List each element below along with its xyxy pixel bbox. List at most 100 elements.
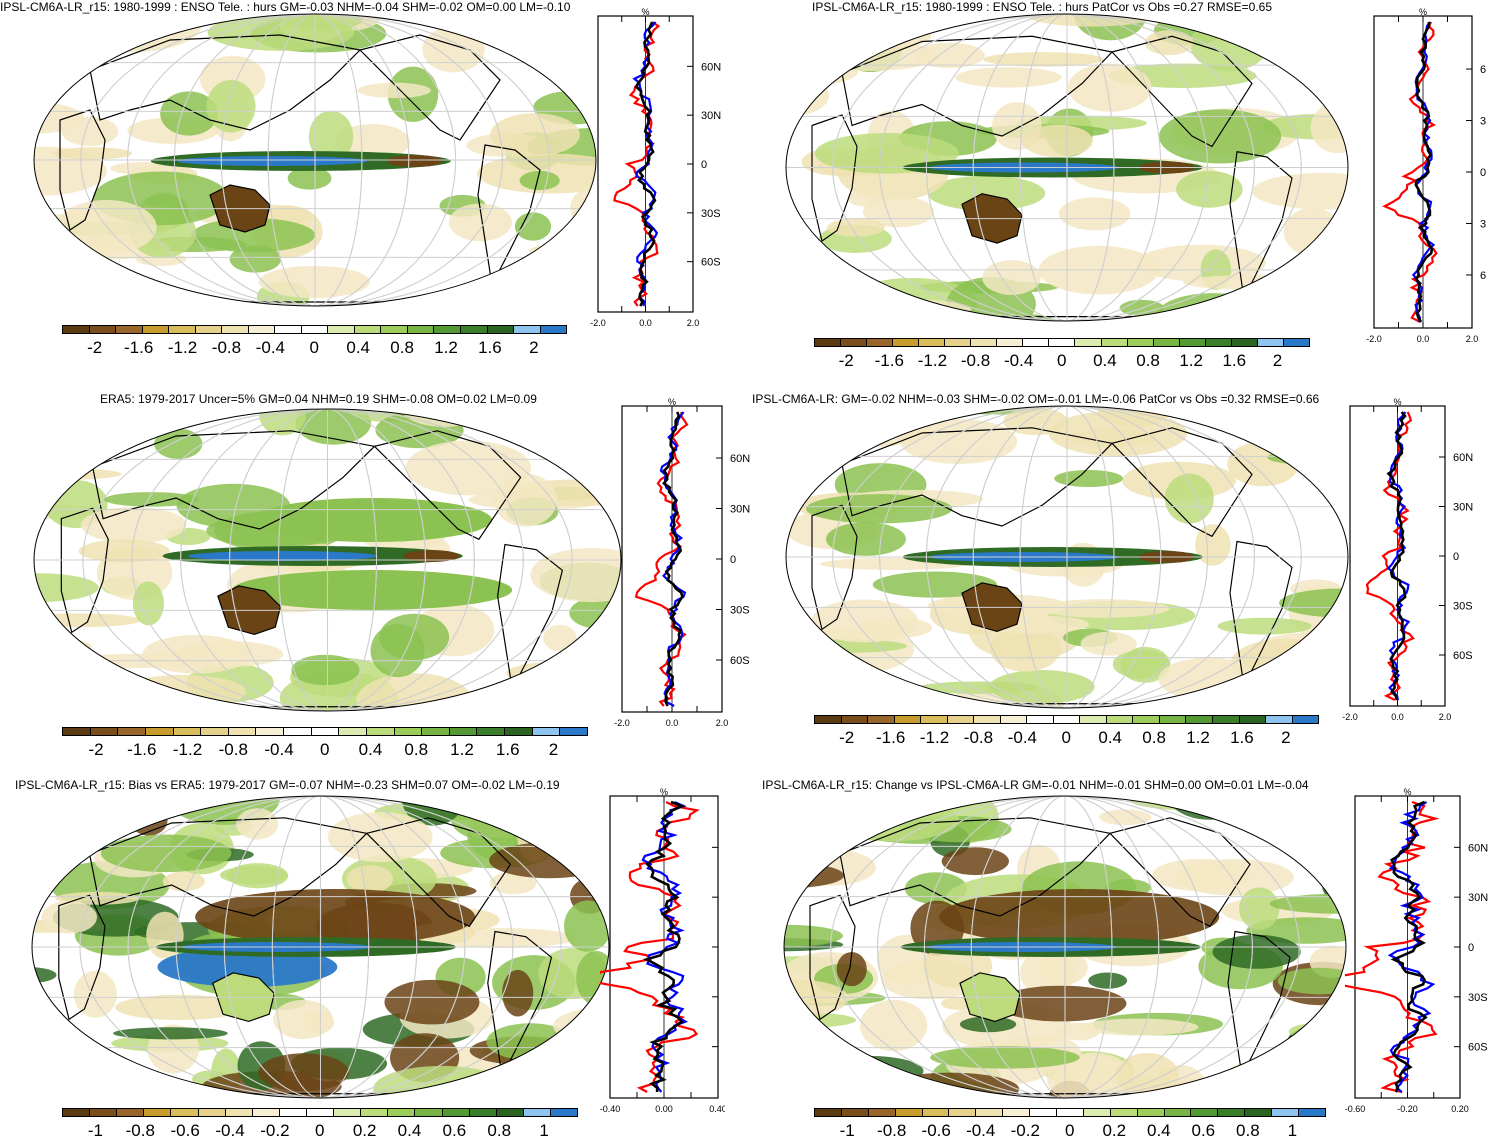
colorbar-swatch xyxy=(841,1109,869,1116)
field-patch xyxy=(1080,631,1137,656)
field-patch xyxy=(982,260,1041,295)
field-patch xyxy=(784,796,877,833)
field-patch xyxy=(1098,809,1152,826)
colorbar-label: 0.6 xyxy=(442,1121,467,1140)
field-patch xyxy=(68,413,109,439)
colorbar-swatch xyxy=(311,728,340,735)
colorbar-label: 0.4 xyxy=(346,338,371,357)
colorbar-label: -0.4 xyxy=(1003,351,1034,370)
field-patch xyxy=(862,196,935,228)
field-patch xyxy=(821,298,972,320)
colorbar-swatch xyxy=(919,339,946,346)
panel-2-map xyxy=(785,13,1349,322)
continent-outline xyxy=(1227,930,1291,1079)
field-patch xyxy=(1309,1061,1346,1098)
longitude-line xyxy=(925,14,1209,321)
field-patch xyxy=(284,14,362,31)
panel-4-colorbar-labels: -2 -1.6 -1.2 -0.8 -0.4 0 0.4 0.8 1.2 1.6 2 xyxy=(814,728,1319,750)
profile-unit-label: % xyxy=(641,8,649,17)
profile-lat-label: 30N xyxy=(1468,892,1488,904)
colorbar-swatch xyxy=(893,339,920,346)
panel-6-profile: % -0.60 -0.20 0.20 60N 30N 0 30S 60S xyxy=(1345,787,1488,1114)
field-patch xyxy=(258,1053,349,1092)
colorbar-label: 1.2 xyxy=(1186,728,1210,747)
field-patch xyxy=(543,624,577,652)
field-patch xyxy=(495,409,607,431)
profile-lat-label: 60N xyxy=(1468,842,1488,854)
profile-x-tick-label: 2.0 xyxy=(716,718,729,728)
profile-unit-label: % xyxy=(1393,397,1401,407)
colorbar-swatch xyxy=(366,728,395,735)
panel-1-map xyxy=(33,13,597,307)
panel-2-colorbar-labels: -2 -1.6 -1.2 -0.8 -0.4 0 0.4 0.8 1.2 1.6 2 xyxy=(814,351,1310,373)
colorbar-swatch xyxy=(1179,339,1206,346)
longitude-line xyxy=(267,14,363,306)
profile-lat-label: 30S xyxy=(1453,601,1473,613)
colorbar-label: -1.2 xyxy=(919,728,950,747)
field-patch xyxy=(812,1055,924,1087)
colorbar-swatch xyxy=(971,339,998,346)
longitude-line xyxy=(173,14,457,306)
profile-lat-label: 6 xyxy=(1480,270,1486,282)
colorbar-swatch xyxy=(407,326,435,333)
field-patch xyxy=(187,551,378,561)
colorbar-swatch xyxy=(171,1109,199,1116)
colorbar-label: 1 xyxy=(1287,1121,1298,1140)
colorbar-swatch xyxy=(469,1109,497,1116)
longitude-line xyxy=(82,409,573,711)
longitude-line xyxy=(271,796,370,1098)
field-patch xyxy=(836,951,867,987)
field-patch xyxy=(206,80,256,133)
panel-3-profile: % -2.0 0.0 2.0 60N 30N 0 30S 60S xyxy=(614,397,750,728)
colorbar-swatch xyxy=(222,326,249,333)
field-patch xyxy=(386,155,443,167)
longitude-line xyxy=(80,14,550,306)
field-patch xyxy=(564,900,609,952)
profile-lat-label: 30N xyxy=(730,504,750,516)
panel-3-title: ERA5: 1979-2017 Uncer=5% GM=0.04 NHM=0.1… xyxy=(100,392,537,406)
profile-line-red xyxy=(1382,21,1438,323)
colorbar-swatch xyxy=(1057,1109,1084,1116)
field-patch xyxy=(838,406,903,436)
map-border xyxy=(785,405,1349,709)
continent-outline xyxy=(1229,540,1293,689)
colorbar-label: 0 xyxy=(320,740,330,759)
profile-unit-label: % xyxy=(1419,8,1427,17)
field-patch xyxy=(927,175,1046,211)
colorbar-label: 0 xyxy=(1061,728,1071,747)
colorbar-swatch xyxy=(1110,1109,1138,1116)
field-patch xyxy=(503,796,580,821)
field-patch xyxy=(502,969,534,1017)
profile-lat-label: 0 xyxy=(1480,167,1486,179)
field-patch xyxy=(61,116,119,147)
colorbar-swatch xyxy=(301,326,329,333)
field-patch xyxy=(1144,30,1194,56)
colorbar-label: 0.4 xyxy=(1098,728,1123,747)
field-patch xyxy=(1190,17,1269,72)
colorbar-swatch xyxy=(173,728,202,735)
colorbar-swatch xyxy=(1106,716,1134,723)
profile-lat-label: 60S xyxy=(1468,1042,1488,1054)
colorbar-swatch xyxy=(1023,339,1050,346)
colorbar-label: -0.4 xyxy=(966,1121,996,1140)
colorbar-swatch xyxy=(1159,716,1187,723)
longitude-line xyxy=(131,409,524,711)
field-patch xyxy=(784,1054,878,1075)
field-patch xyxy=(827,218,885,237)
colorbar-swatch xyxy=(63,1109,91,1116)
colorbar-swatch xyxy=(279,1109,307,1116)
profile-line-red xyxy=(634,411,689,707)
field-patch xyxy=(100,834,232,873)
field-patch xyxy=(941,847,1009,876)
colorbar-swatch xyxy=(434,326,461,333)
colorbar-swatch xyxy=(1053,716,1081,723)
longitude-line xyxy=(79,796,562,1098)
field-patch xyxy=(164,409,213,424)
profile-lat-label: 60N xyxy=(701,61,721,73)
panel-1-colorbar-labels: -2 -1.6 -1.2 -0.8 -0.4 0 0.4 0.8 1.2 1.6 2 xyxy=(62,338,567,360)
map-border xyxy=(33,408,622,712)
field-patch xyxy=(1164,473,1214,524)
panel-5-profile: %-0.400.000.4060N30N030S60S xyxy=(600,787,725,1114)
profile-line-red xyxy=(1345,800,1440,1094)
colorbar-swatch xyxy=(1003,1109,1031,1116)
